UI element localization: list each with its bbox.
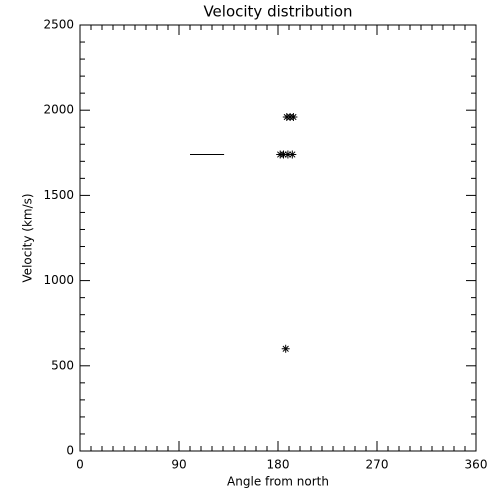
x-tick-label: 0 bbox=[76, 458, 84, 472]
x-tick-label: 90 bbox=[171, 458, 186, 472]
plot-frame bbox=[79, 24, 477, 452]
asterisk-stroke bbox=[289, 151, 296, 158]
chart-title: Velocity distribution bbox=[203, 3, 352, 21]
y-tick-label: 500 bbox=[51, 358, 74, 372]
x-tick-label: 360 bbox=[465, 458, 488, 472]
y-tick-label: 0 bbox=[66, 444, 74, 458]
asterisk-point bbox=[288, 150, 297, 159]
asterisk-stroke bbox=[282, 345, 289, 352]
asterisk-stroke bbox=[290, 113, 297, 121]
x-tick-label: 270 bbox=[366, 458, 389, 472]
x-tick-label: 180 bbox=[267, 458, 290, 472]
asterisk-point bbox=[281, 344, 290, 353]
y-tick-label: 2000 bbox=[43, 103, 74, 117]
y-tick-label: 1000 bbox=[43, 273, 74, 287]
y-tick-label: 1500 bbox=[43, 188, 74, 202]
y-tick-label: 2500 bbox=[43, 18, 74, 32]
asterisk-point bbox=[289, 113, 298, 122]
y-axis-label: Velocity (km/s) bbox=[21, 193, 35, 282]
x-axis-label: Angle from north bbox=[227, 475, 329, 489]
